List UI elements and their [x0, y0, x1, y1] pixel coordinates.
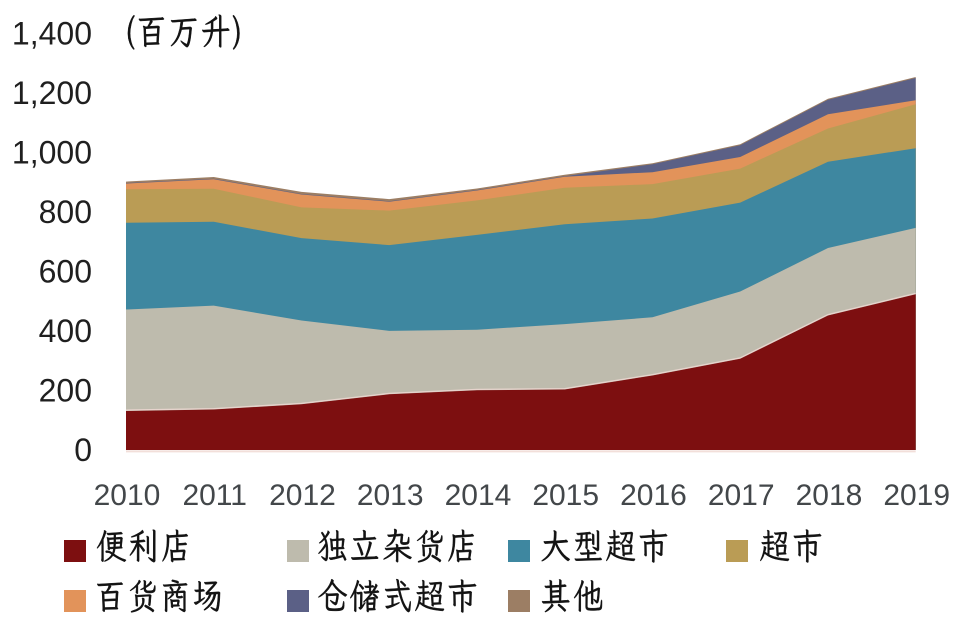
svg-text:2013: 2013 — [357, 479, 424, 512]
svg-text:2014: 2014 — [445, 479, 512, 512]
svg-text:2016: 2016 — [620, 479, 687, 512]
svg-text:600: 600 — [39, 253, 92, 289]
svg-text:2015: 2015 — [532, 479, 599, 512]
svg-text:1,000: 1,000 — [12, 134, 92, 170]
svg-text:1,200: 1,200 — [12, 75, 92, 111]
svg-text:2018: 2018 — [796, 479, 863, 512]
svg-text:2017: 2017 — [708, 479, 775, 512]
svg-text:0: 0 — [74, 432, 92, 468]
svg-text:2019: 2019 — [883, 479, 950, 512]
svg-text:1,400: 1,400 — [12, 15, 92, 51]
svg-text:2012: 2012 — [269, 479, 336, 512]
svg-text:2011: 2011 — [182, 479, 247, 512]
svg-text:400: 400 — [39, 313, 92, 349]
svg-text:200: 200 — [39, 372, 92, 408]
svg-text:800: 800 — [39, 194, 92, 230]
svg-text:2010: 2010 — [94, 479, 161, 512]
